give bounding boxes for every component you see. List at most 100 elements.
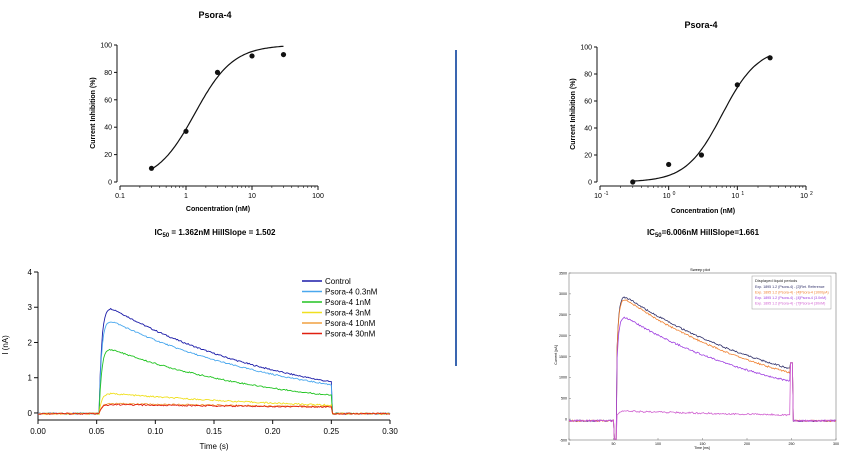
x-tick-label: 10 <box>800 193 808 200</box>
ic50-text: =6.006nM HillSlope=1.661 <box>662 228 760 237</box>
x-tick-label: 10 <box>248 193 256 200</box>
legend-label: Exp. 1895 1.2 (Psora-4) - [4]Psora-4 (10… <box>755 291 829 295</box>
x-tick-label: 0.00 <box>30 427 46 436</box>
data-point <box>666 161 672 168</box>
x-tick-label: 100 <box>655 442 661 446</box>
ic50-annotation: IC50=6.006nM HillSlope=1.661 <box>647 228 760 239</box>
y-tick-label: 1500 <box>559 355 567 359</box>
y-tick-label: 60 <box>584 99 592 106</box>
ic50-annotation: IC50 = 1.362nM HillSlope = 1.502 <box>155 228 277 239</box>
y-tick-label: 3000 <box>559 292 567 296</box>
x-tick-label: 200 <box>744 442 750 446</box>
series-line <box>568 296 837 440</box>
current-trace-chart: 0 1 2 3 4 0.00 0.05 0.10 0.15 0.20 0.25 0.30 Contro… <box>1 268 398 451</box>
y-tick-label: 40 <box>584 126 592 133</box>
data-point <box>698 152 705 158</box>
data-point <box>183 128 189 134</box>
y-tick-label: 60 <box>104 97 112 104</box>
ic50-prefix: IC <box>155 228 163 237</box>
data-point <box>214 69 221 75</box>
ic50-prefix: IC <box>647 228 655 237</box>
y-tick-label: 0 <box>565 417 567 421</box>
legend-label: Psora-4 1nM <box>325 298 371 307</box>
y-axis-label: Current Inhibition (%) <box>570 78 577 150</box>
y-axis-label: I (nA) <box>1 335 10 355</box>
data-marks <box>37 307 391 416</box>
x-tick-exponent: 1 <box>741 191 744 197</box>
y-tick-label: 1000 <box>559 376 567 380</box>
x-tick-label: 50 <box>612 442 616 446</box>
x-tick-label: 0.25 <box>324 427 340 436</box>
series-line <box>37 392 391 416</box>
y-axis-label: Current [pA] <box>554 345 558 364</box>
legend: Displayed liquid periods Exp. 1895 1.2 (P… <box>751 275 832 310</box>
legend-label: Exp. 1895 1.2 (Psora-4) - [7]Psora-4 (30… <box>755 302 825 306</box>
data-point <box>767 55 773 61</box>
axes: 0 20 40 60 80 100 0.1 1 10 100 <box>100 43 324 201</box>
data-point <box>630 179 636 185</box>
legend-label: Psora-4 10nM <box>325 319 376 328</box>
fit-curve <box>632 55 771 182</box>
data-point <box>280 51 287 58</box>
x-tick-label: 250 <box>789 442 795 446</box>
x-tick-exponent: -1 <box>604 191 609 197</box>
y-tick-label: 20 <box>104 152 112 159</box>
x-axis-label: Concentration (nM) <box>186 206 250 213</box>
y-tick-label: 1 <box>28 374 33 383</box>
legend-label: Psora-4 30nM <box>325 330 376 339</box>
y-tick-label: 40 <box>104 125 112 132</box>
y-tick-label: 500 <box>561 397 567 401</box>
y-tick-label: 0 <box>28 409 33 418</box>
legend-box <box>751 275 832 310</box>
data-marks <box>568 296 837 440</box>
x-axis-label: Time (s) <box>199 442 228 451</box>
data-marks <box>630 55 773 185</box>
x-tick-exponent: 0 <box>673 191 676 197</box>
series-line <box>37 402 391 415</box>
legend-label: Psora-4 0.3nM <box>325 288 378 297</box>
x-tick-label: 300 <box>833 442 839 446</box>
data-marks <box>148 45 287 171</box>
y-tick-label: 3 <box>28 303 33 312</box>
x-tick-label: 0.20 <box>265 427 281 436</box>
x-tick-label: 10 <box>594 193 602 200</box>
y-tick-label: 80 <box>584 72 592 79</box>
y-tick-label: 3500 <box>559 271 567 275</box>
y-tick-label: 2000 <box>559 334 567 338</box>
series-line <box>37 403 391 415</box>
ic50-text: = 1.362nM HillSlope = 1.502 <box>169 228 276 237</box>
y-axis-label: Current Inhibition (%) <box>90 77 97 149</box>
x-tick-label: 1 <box>184 193 188 200</box>
y-tick-label: 0 <box>108 180 112 187</box>
y-tick-label: 2500 <box>559 313 567 317</box>
x-tick-label: 0 <box>568 442 570 446</box>
data-point <box>734 82 740 88</box>
x-tick-label: 150 <box>700 442 706 446</box>
sweep-plot-chart: Sweep plot -5000500100015002000250030003… <box>554 267 839 450</box>
x-tick-label: 10 <box>663 193 671 200</box>
y-tick-label: 4 <box>28 268 33 277</box>
chart-title: Psora-4 <box>684 20 717 30</box>
series-line <box>568 362 837 440</box>
y-tick-label: 100 <box>100 43 112 50</box>
fit-curve <box>151 45 284 170</box>
y-tick-label: 100 <box>580 45 592 52</box>
legend-label: Exp. 1895 1.2 (Psora-4) - [4]Psora-4 (3.… <box>755 296 826 300</box>
x-tick-label: 0.1 <box>115 193 125 200</box>
x-tick-label: 10 <box>731 193 739 200</box>
x-axis-label: Time [ms] <box>694 446 710 450</box>
data-point <box>249 53 255 59</box>
x-tick-label: 100 <box>312 193 324 200</box>
y-tick-label: 2 <box>28 338 33 347</box>
legend-label: Control <box>325 277 351 286</box>
axes: 0 1 2 3 4 0.00 0.05 0.10 0.15 0.20 0.25 0.30 <box>28 268 399 436</box>
y-tick-label: 0 <box>588 180 592 187</box>
legend-title: Displayed liquid periods <box>755 278 797 283</box>
legend-label: Psora-4 3nM <box>325 309 371 318</box>
ic50-subscript: 50 <box>655 233 662 239</box>
series-line <box>568 299 837 440</box>
